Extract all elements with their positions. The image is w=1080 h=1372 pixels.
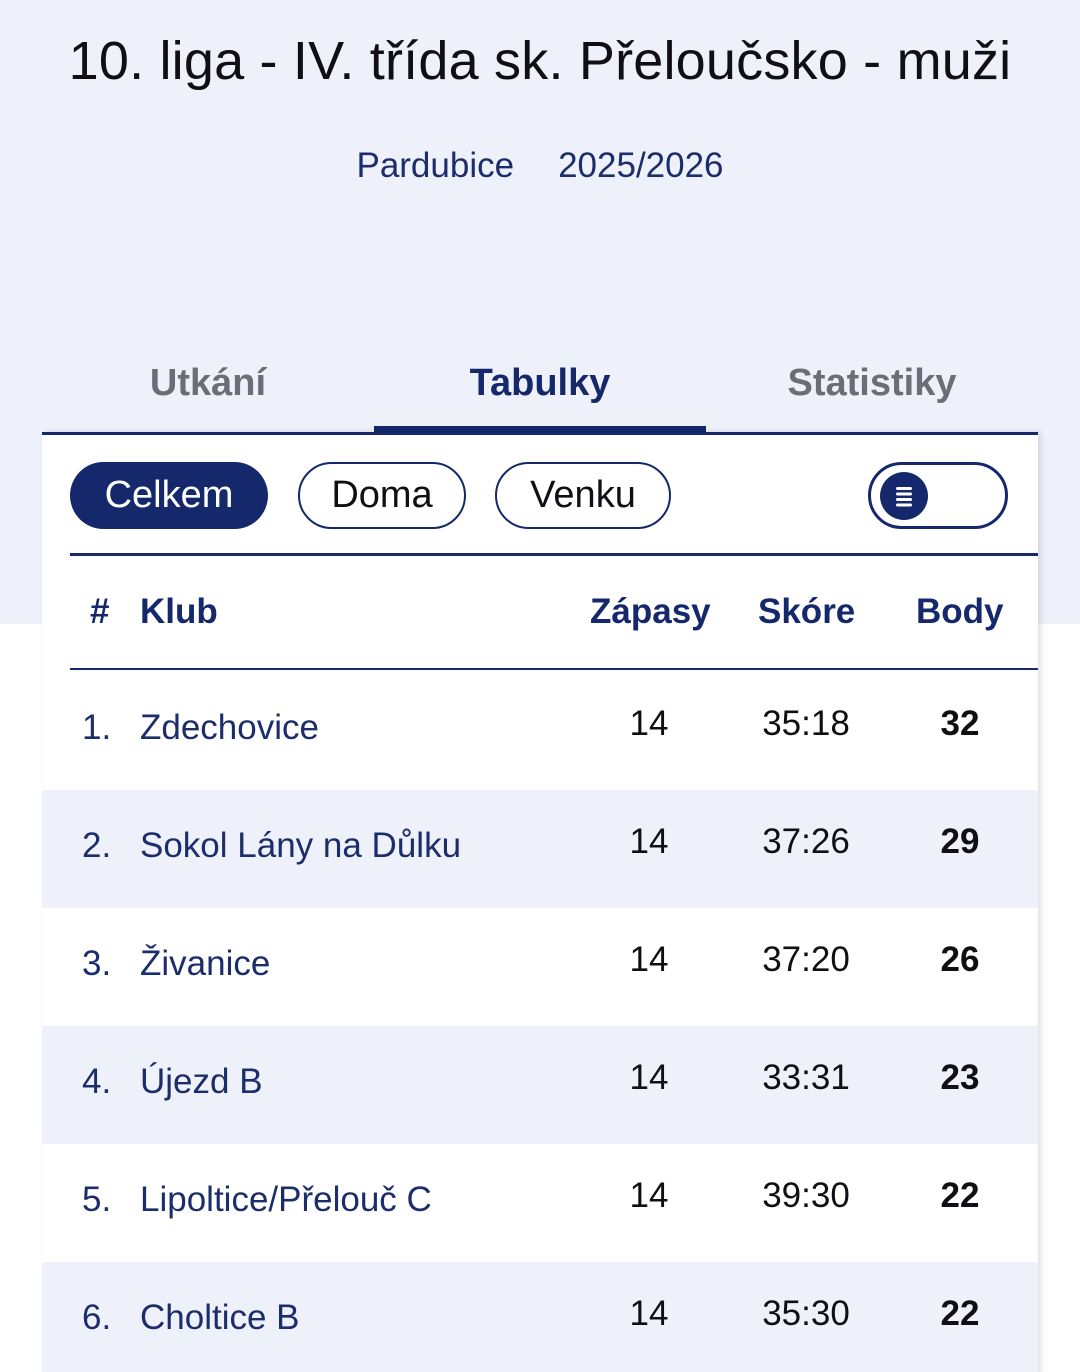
row-rank: 5. (82, 1180, 112, 1219)
row-points: 29 (940, 822, 980, 861)
row-rank: 6. (82, 1298, 112, 1337)
row-rank: 1. (82, 708, 112, 747)
league-meta: Pardubice 2025/2026 (0, 146, 1080, 186)
row-matches: 14 (629, 1176, 669, 1215)
header-score: Skóre (758, 592, 856, 631)
tab-statistiky[interactable]: Statistiky (787, 362, 957, 404)
row-score: 39:30 (762, 1176, 850, 1215)
row-points: 22 (940, 1176, 980, 1215)
row-club: Újezd B (140, 1062, 263, 1101)
table-row[interactable]: 2. Sokol Lány na Důlku 14 37:26 29 (42, 790, 1038, 908)
row-club: Choltice B (140, 1298, 300, 1337)
list-icon (880, 472, 928, 520)
header-points: Body (916, 592, 1004, 631)
filter-divider (70, 553, 1038, 556)
tab-tabulky[interactable]: Tabulky (374, 340, 706, 434)
row-matches: 14 (629, 940, 669, 979)
filter-doma-button[interactable]: Doma (298, 462, 466, 529)
view-toggle[interactable] (868, 462, 1008, 529)
row-points: 32 (940, 704, 980, 743)
row-score: 37:26 (762, 822, 850, 861)
standings-card: Celkem Doma Venku # Klub Zápasy Skóre (42, 432, 1038, 1372)
table-row[interactable]: 4. Újezd B 14 33:31 23 (42, 1026, 1038, 1144)
filter-celkem-button[interactable]: Celkem (70, 462, 268, 529)
table-row[interactable]: 3. Živanice 14 37:20 26 (42, 908, 1038, 1026)
row-points: 22 (940, 1294, 980, 1333)
table-row[interactable]: 5. Lipoltice/Přelouč C 14 39:30 22 (42, 1144, 1038, 1262)
row-club: Zdechovice (140, 708, 319, 747)
row-score: 35:18 (762, 704, 850, 743)
row-club: Lipoltice/Přelouč C (140, 1180, 432, 1219)
row-rank: 2. (82, 826, 112, 865)
row-score: 35:30 (762, 1294, 850, 1333)
row-matches: 14 (629, 1294, 669, 1333)
row-score: 33:31 (762, 1058, 850, 1097)
row-club: Sokol Lány na Důlku (140, 826, 462, 865)
row-matches: 14 (629, 704, 669, 743)
header-rank: # (90, 592, 110, 631)
row-matches: 14 (629, 822, 669, 861)
table-row[interactable]: 1. Zdechovice 14 35:18 32 (42, 672, 1038, 790)
table-header: # Klub Zápasy Skóre Body (70, 556, 1038, 670)
header-club: Klub (140, 592, 218, 631)
row-matches: 14 (629, 1058, 669, 1097)
row-points: 23 (940, 1058, 980, 1097)
row-rank: 3. (82, 944, 112, 983)
filter-bar: Celkem Doma Venku (70, 462, 1010, 530)
region-label: Pardubice (356, 146, 515, 185)
tab-utkani[interactable]: Utkání (149, 362, 267, 404)
row-club: Živanice (140, 944, 271, 983)
league-title: 10. liga - IV. třída sk. Přeloučsko - mu… (68, 31, 1012, 91)
tab-bar: Utkání Tabulky Statistiky (42, 340, 1038, 434)
row-points: 26 (940, 940, 980, 979)
row-rank: 4. (82, 1062, 112, 1101)
row-score: 37:20 (762, 940, 850, 979)
filter-venku-button[interactable]: Venku (495, 462, 671, 529)
header-matches: Zápasy (590, 592, 711, 631)
table-row[interactable]: 6. Choltice B 14 35:30 22 (42, 1262, 1038, 1372)
season-label: 2025/2026 (558, 146, 724, 185)
